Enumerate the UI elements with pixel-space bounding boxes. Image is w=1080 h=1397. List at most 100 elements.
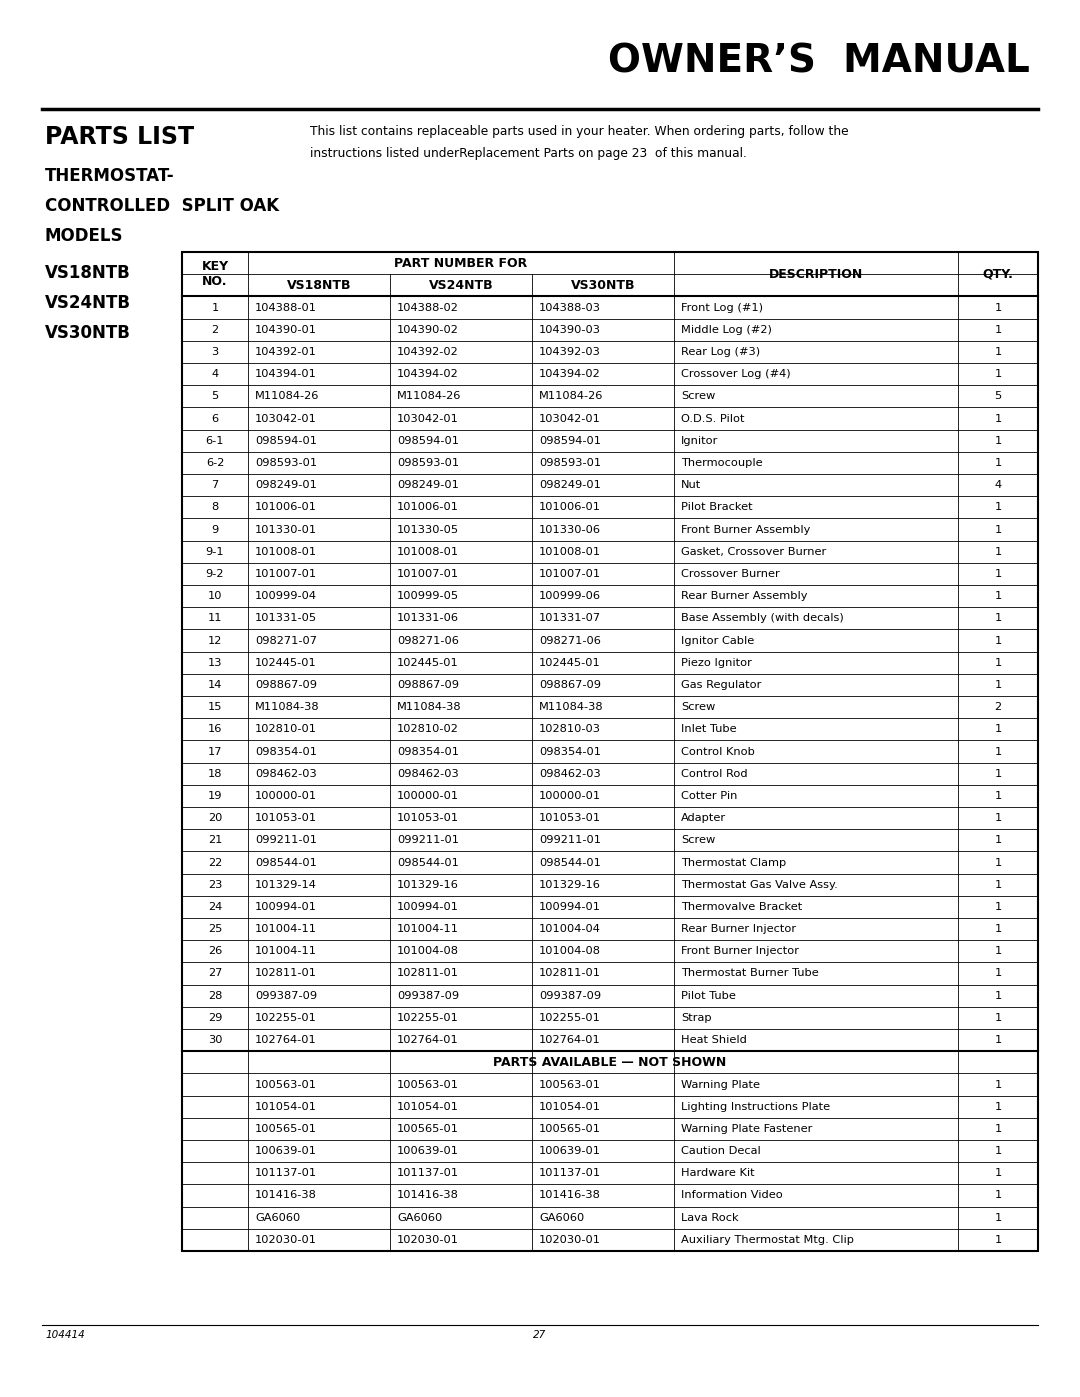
- Text: 101004-11: 101004-11: [255, 946, 318, 957]
- Text: 3: 3: [212, 346, 218, 356]
- Text: 14: 14: [207, 680, 222, 690]
- Text: 101053-01: 101053-01: [255, 813, 318, 823]
- Text: 102811-01: 102811-01: [397, 968, 459, 978]
- Text: 6-1: 6-1: [206, 436, 225, 446]
- Text: 102811-01: 102811-01: [255, 968, 318, 978]
- Text: OWNER’S  MANUAL: OWNER’S MANUAL: [608, 42, 1030, 80]
- Text: Information Video: Information Video: [681, 1190, 783, 1200]
- Text: THERMOSTAT-: THERMOSTAT-: [45, 168, 175, 184]
- Text: 103042-01: 103042-01: [397, 414, 459, 423]
- Text: 104392-02: 104392-02: [397, 346, 459, 356]
- Text: Gas Regulator: Gas Regulator: [681, 680, 761, 690]
- Text: 104390-02: 104390-02: [397, 324, 459, 335]
- Text: 1: 1: [995, 680, 1001, 690]
- Text: 1: 1: [995, 968, 1001, 978]
- Text: 101329-14: 101329-14: [255, 880, 316, 890]
- Text: 9-1: 9-1: [205, 546, 225, 556]
- Text: 1: 1: [995, 1213, 1001, 1222]
- Text: 102030-01: 102030-01: [255, 1235, 318, 1245]
- Text: 102030-01: 102030-01: [397, 1235, 459, 1245]
- Text: 1: 1: [995, 1080, 1001, 1090]
- Text: 098867-09: 098867-09: [539, 680, 600, 690]
- Bar: [183, 251, 1038, 1250]
- Text: 101004-08: 101004-08: [397, 946, 459, 957]
- Text: 1: 1: [212, 303, 218, 313]
- Text: 101137-01: 101137-01: [397, 1168, 459, 1178]
- Text: 102445-01: 102445-01: [539, 658, 600, 668]
- Text: M11084-38: M11084-38: [397, 703, 461, 712]
- Text: 13: 13: [207, 658, 222, 668]
- Text: 101006-01: 101006-01: [539, 503, 600, 513]
- Text: GA6060: GA6060: [255, 1213, 300, 1222]
- Text: Heat Shield: Heat Shield: [681, 1035, 747, 1045]
- Text: KEY
NO.: KEY NO.: [202, 260, 229, 288]
- Text: DESCRIPTION: DESCRIPTION: [769, 268, 863, 281]
- Text: 101053-01: 101053-01: [397, 813, 459, 823]
- Text: 1: 1: [995, 346, 1001, 356]
- Text: 100565-01: 100565-01: [539, 1125, 600, 1134]
- Text: 1: 1: [995, 658, 1001, 668]
- Text: 1: 1: [995, 946, 1001, 957]
- Text: 1: 1: [995, 1168, 1001, 1178]
- Text: 100563-01: 100563-01: [397, 1080, 459, 1090]
- Text: 1: 1: [995, 436, 1001, 446]
- Text: 100994-01: 100994-01: [539, 902, 600, 912]
- Text: Auxiliary Thermostat Mtg. Clip: Auxiliary Thermostat Mtg. Clip: [681, 1235, 854, 1245]
- Text: 104394-02: 104394-02: [397, 369, 459, 379]
- Text: VS24NTB: VS24NTB: [45, 293, 131, 312]
- Text: 4: 4: [995, 481, 1001, 490]
- Text: 101008-01: 101008-01: [255, 546, 318, 556]
- Text: 1: 1: [995, 524, 1001, 535]
- Text: 099387-09: 099387-09: [255, 990, 318, 1000]
- Text: 1: 1: [995, 835, 1001, 845]
- Text: 9-2: 9-2: [206, 569, 225, 578]
- Text: 1: 1: [995, 458, 1001, 468]
- Text: 102811-01: 102811-01: [539, 968, 600, 978]
- Text: Nut: Nut: [681, 481, 701, 490]
- Text: This list contains replaceable parts used in your heater. When ordering parts, f: This list contains replaceable parts use…: [310, 124, 849, 138]
- Text: 098271-06: 098271-06: [397, 636, 459, 645]
- Text: 101008-01: 101008-01: [397, 546, 459, 556]
- Text: Strap: Strap: [681, 1013, 712, 1023]
- Text: 15: 15: [207, 703, 222, 712]
- Text: 103042-01: 103042-01: [539, 414, 600, 423]
- Text: PARTS AVAILABLE — NOT SHOWN: PARTS AVAILABLE — NOT SHOWN: [494, 1056, 727, 1069]
- Text: VS18NTB: VS18NTB: [45, 264, 131, 282]
- Text: Crossover Log (#4): Crossover Log (#4): [681, 369, 791, 379]
- Text: 104394-01: 104394-01: [255, 369, 316, 379]
- Text: 16: 16: [207, 724, 222, 735]
- Text: 21: 21: [207, 835, 222, 845]
- Text: Gasket, Crossover Burner: Gasket, Crossover Burner: [681, 546, 826, 556]
- Text: Screw: Screw: [681, 391, 715, 401]
- Text: 29: 29: [207, 1013, 222, 1023]
- Text: 1: 1: [995, 880, 1001, 890]
- Text: 100999-04: 100999-04: [255, 591, 318, 601]
- Text: 098271-07: 098271-07: [255, 636, 318, 645]
- Text: 101416-38: 101416-38: [539, 1190, 600, 1200]
- Text: Lighting Instructions Plate: Lighting Instructions Plate: [681, 1102, 831, 1112]
- Text: 28: 28: [207, 990, 222, 1000]
- Text: 10: 10: [207, 591, 222, 601]
- Text: Pilot Bracket: Pilot Bracket: [681, 503, 753, 513]
- Text: 102030-01: 102030-01: [539, 1235, 600, 1245]
- Text: 098867-09: 098867-09: [255, 680, 318, 690]
- Text: 102255-01: 102255-01: [539, 1013, 600, 1023]
- Text: 1: 1: [995, 414, 1001, 423]
- Text: Middle Log (#2): Middle Log (#2): [681, 324, 772, 335]
- Text: 101004-11: 101004-11: [255, 923, 318, 935]
- Text: 7: 7: [212, 481, 218, 490]
- Text: Base Assembly (with decals): Base Assembly (with decals): [681, 613, 843, 623]
- Text: 100639-01: 100639-01: [397, 1146, 459, 1157]
- Text: 104388-03: 104388-03: [539, 303, 600, 313]
- Text: Adapter: Adapter: [681, 813, 726, 823]
- Text: 102810-02: 102810-02: [397, 724, 459, 735]
- Text: 24: 24: [207, 902, 222, 912]
- Text: 101007-01: 101007-01: [539, 569, 602, 578]
- Text: 098354-01: 098354-01: [539, 746, 600, 757]
- Text: 1: 1: [995, 1190, 1001, 1200]
- Text: 8: 8: [212, 503, 218, 513]
- Text: 102255-01: 102255-01: [397, 1013, 459, 1023]
- Text: 098867-09: 098867-09: [397, 680, 459, 690]
- Text: 101416-38: 101416-38: [255, 1190, 316, 1200]
- Text: MODELS: MODELS: [45, 226, 123, 244]
